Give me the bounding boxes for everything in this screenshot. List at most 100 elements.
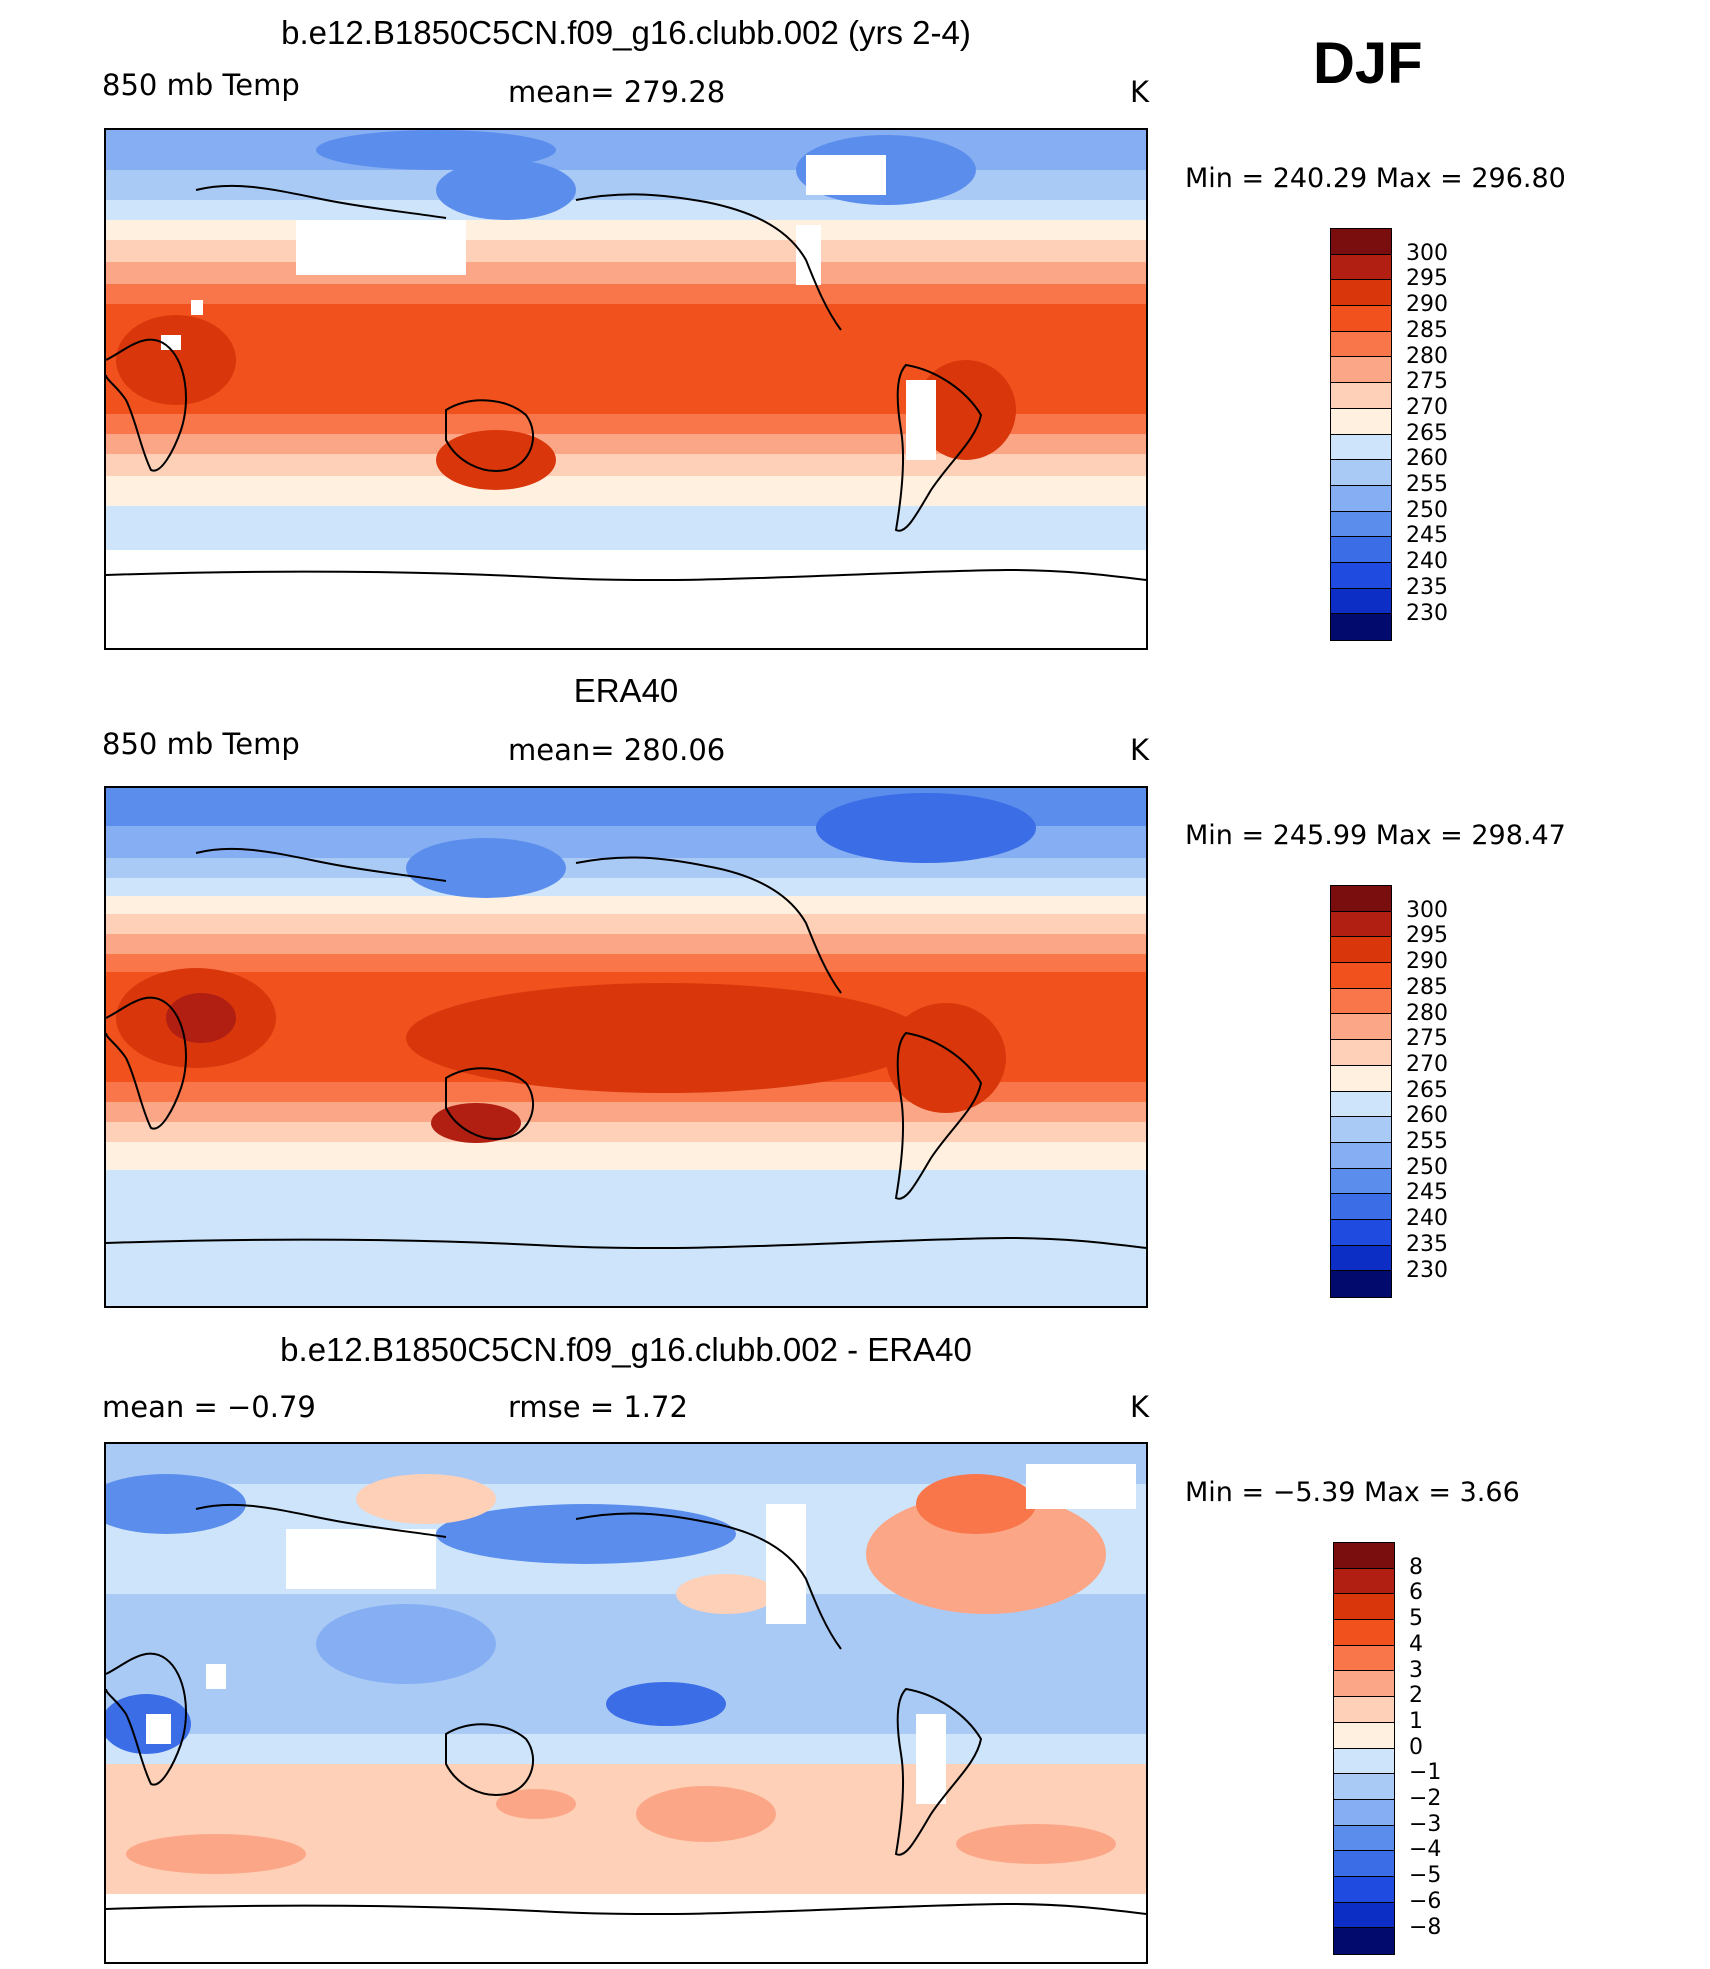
colorbar-tick-label: 270 xyxy=(1406,394,1448,420)
colorbar-swatch xyxy=(1334,1620,1394,1646)
colorbar-swatch xyxy=(1331,254,1391,281)
colorbar-tick-label: 255 xyxy=(1406,472,1448,497)
colorbar-tick-label: 295 xyxy=(1406,923,1448,949)
colorbar-tick-label: 290 xyxy=(1406,949,1448,975)
colorbar-tick-label: −1 xyxy=(1409,1760,1442,1786)
colorbar-tick-label: 260 xyxy=(1406,446,1448,472)
panel-1-title: b.e12.B1850C5CN.f09_g16.clubb.002 (yrs 2… xyxy=(281,14,971,51)
colorbar-tick-label: −4 xyxy=(1409,1837,1442,1863)
colorbar-swatch xyxy=(1334,1671,1394,1698)
colorbar-tick-label: 240 xyxy=(1406,549,1448,575)
colorbar-swatch xyxy=(1331,1065,1391,1092)
colorbar-swatch xyxy=(1334,1799,1394,1826)
colorbar-swatch xyxy=(1331,537,1391,563)
panel-3-mean-label: mean = −0.79 xyxy=(102,1390,316,1424)
colorbar-swatch xyxy=(1334,1722,1394,1749)
colorbar-swatch xyxy=(1331,1117,1391,1143)
colorbar-swatch xyxy=(1331,1219,1391,1246)
colorbar-tick-label: 265 xyxy=(1406,420,1448,446)
colorbar-tick-label: −2 xyxy=(1409,1786,1442,1811)
panel-1-mean-label: mean= 279.28 xyxy=(508,75,726,109)
colorbar-tick-label: 275 xyxy=(1406,369,1448,395)
colorbar-swatch xyxy=(1334,1568,1394,1595)
colorbar-swatch xyxy=(1334,1774,1394,1800)
colorbar-swatch xyxy=(1334,1594,1394,1621)
colorbar-tick-label: 4 xyxy=(1409,1631,1423,1657)
panel-1-units: K xyxy=(1130,75,1150,109)
colorbar-tick-label: 300 xyxy=(1406,897,1448,923)
panel-3-map xyxy=(104,1442,1148,1964)
colorbar-tick-label: −6 xyxy=(1409,1888,1442,1914)
colorbar-tick-label: 240 xyxy=(1406,1206,1448,1232)
colorbar-tick-label: 250 xyxy=(1406,1154,1448,1180)
colorbar-swatch xyxy=(1331,911,1391,938)
colorbar-swatch xyxy=(1331,1142,1391,1169)
colorbar-tick-label: 275 xyxy=(1406,1026,1448,1052)
colorbar-swatch xyxy=(1331,886,1391,912)
colorbar-tick-label: 230 xyxy=(1406,1257,1448,1283)
colorbar-tick-label: 235 xyxy=(1406,574,1448,600)
colorbar-swatch xyxy=(1334,1543,1394,1569)
colorbar-swatch xyxy=(1331,511,1391,538)
colorbar-swatch xyxy=(1331,1168,1391,1195)
colorbar-swatch xyxy=(1331,1194,1391,1220)
colorbar-swatch xyxy=(1331,1040,1391,1066)
colorbar-swatch xyxy=(1331,306,1391,332)
colorbar-swatch xyxy=(1331,988,1391,1015)
colorbar-swatch xyxy=(1331,1091,1391,1118)
colorbar-tick-label: 285 xyxy=(1406,317,1448,343)
panel-2-title: ERA40 xyxy=(573,672,679,709)
colorbar-swatch xyxy=(1331,280,1391,307)
panel-3-rmse-label: rmse = 1.72 xyxy=(508,1390,688,1424)
colorbar-swatch xyxy=(1334,1645,1394,1672)
colorbar-tick-label: 0 xyxy=(1409,1734,1423,1760)
colorbar-swatch xyxy=(1331,963,1391,989)
colorbar-swatch xyxy=(1334,1876,1394,1903)
panel-2-mean-label: mean= 280.06 xyxy=(508,733,726,767)
colorbar-tick-label: 250 xyxy=(1406,497,1448,523)
colorbar-swatch xyxy=(1331,383,1391,409)
colorbar-tick-label: 8 xyxy=(1409,1554,1423,1580)
season-label: DJF xyxy=(1313,31,1423,96)
colorbar-swatch xyxy=(1331,1014,1391,1041)
colorbar-tick-label: 235 xyxy=(1406,1231,1448,1257)
colorbar-tick-label: 290 xyxy=(1406,292,1448,318)
colorbar-tick-label: 280 xyxy=(1406,343,1448,369)
colorbar-tick-label: 245 xyxy=(1406,1180,1448,1206)
colorbar-tick-label: −8 xyxy=(1409,1914,1442,1940)
colorbar-tick-label: −3 xyxy=(1409,1811,1442,1837)
colorbar-swatch xyxy=(1331,357,1391,384)
colorbar-swatch xyxy=(1331,434,1391,461)
colorbar-tick-label: 285 xyxy=(1406,974,1448,1000)
colorbar-swatch xyxy=(1334,1928,1394,1954)
colorbar-swatch xyxy=(1331,562,1391,589)
panel-2-variable-label: 850 mb Temp xyxy=(102,727,300,761)
colorbar-tick-label: 260 xyxy=(1406,1103,1448,1129)
colorbar-swatch xyxy=(1331,485,1391,512)
panel-2-units: K xyxy=(1130,733,1150,767)
colorbar-swatch xyxy=(1331,1271,1391,1297)
colorbar-swatch xyxy=(1331,331,1391,358)
colorbar-tick-label: 230 xyxy=(1406,600,1448,626)
colorbar-tick-label: 280 xyxy=(1406,1000,1448,1026)
colorbar-tick-label: 6 xyxy=(1409,1580,1423,1606)
colorbar-swatch xyxy=(1331,229,1391,255)
colorbar-tick-label: 1 xyxy=(1409,1708,1423,1734)
colorbar-tick-label: 295 xyxy=(1406,266,1448,292)
colorbar-tick-label: 300 xyxy=(1406,240,1448,266)
colorbar-swatch xyxy=(1331,614,1391,640)
colorbar-swatch xyxy=(1331,937,1391,964)
panel-1-variable-label: 850 mb Temp xyxy=(102,68,300,102)
colorbar-swatch xyxy=(1334,1851,1394,1877)
panel-3-title: b.e12.B1850C5CN.f09_g16.clubb.002 - ERA4… xyxy=(280,1331,972,1368)
colorbar-tick-label: −5 xyxy=(1409,1863,1442,1889)
colorbar-swatch xyxy=(1331,1245,1391,1272)
panel-2-minmax: Min = 245.99 Max = 298.47 xyxy=(1185,820,1566,851)
colorbar-tick-label: 245 xyxy=(1406,523,1448,549)
colorbar-tick-label: 255 xyxy=(1406,1129,1448,1154)
colorbar-swatch xyxy=(1331,588,1391,615)
colorbar-swatch xyxy=(1334,1697,1394,1723)
panel-3-units: K xyxy=(1130,1390,1150,1424)
colorbar-tick-label: 270 xyxy=(1406,1051,1448,1077)
colorbar-swatch xyxy=(1331,408,1391,435)
